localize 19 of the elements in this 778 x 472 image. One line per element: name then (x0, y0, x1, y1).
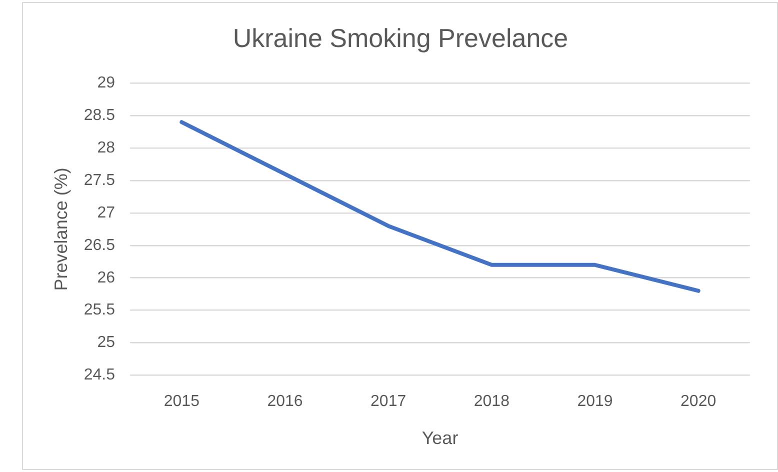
y-tick-label: 26 (97, 269, 116, 286)
y-tick-label: 26.5 (84, 236, 116, 254)
x-tick-label: 2019 (577, 393, 613, 410)
y-tick-label: 25 (97, 334, 116, 352)
y-tick-label: 28.5 (84, 107, 116, 124)
x-tick-label: 2015 (164, 393, 200, 410)
y-tick-label: 27 (97, 204, 116, 222)
y-tick-label: 29 (97, 74, 116, 92)
y-tick-label: 25.5 (84, 302, 116, 319)
y-axis-title: Prevelance (%) (50, 168, 71, 291)
y-tick-label: 27.5 (84, 172, 116, 189)
x-tick-label: 2020 (680, 393, 716, 410)
y-tick-label: 24.5 (84, 366, 116, 384)
x-tick-label: 2018 (474, 393, 510, 410)
x-tick-label: 2016 (267, 393, 303, 410)
chart-title: Ukraine Smoking Prevelance (232, 22, 568, 53)
y-tick-label: 28 (97, 139, 116, 156)
x-axis-title: Year (422, 428, 458, 448)
x-tick-label: 2017 (370, 393, 406, 410)
